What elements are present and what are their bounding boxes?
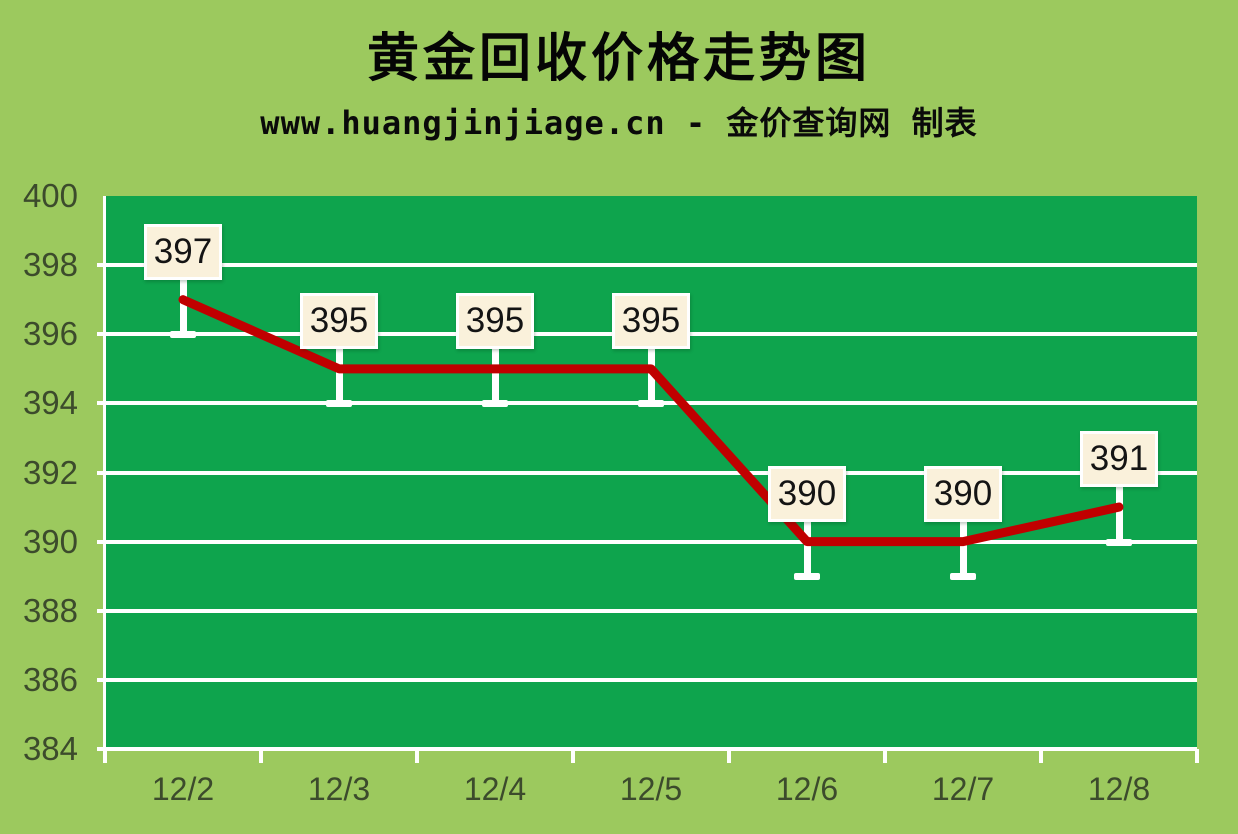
x-axis-label: 12/5	[619, 771, 683, 807]
y-axis-label: 398	[22, 246, 78, 284]
x-axis-label: 12/4	[463, 771, 527, 807]
x-axis-tick	[259, 749, 263, 763]
x-axis-label: 12/3	[307, 771, 371, 807]
x-axis-tick	[1039, 749, 1043, 763]
y-axis-label: 384	[22, 730, 78, 767]
y-axis-label: 386	[22, 660, 78, 698]
data-label: 390	[768, 465, 846, 522]
chart-title: 黄金回收价格走势图	[366, 31, 871, 88]
y-axis-label: 394	[22, 384, 78, 422]
label-callout-cap	[638, 400, 664, 408]
label-callout-cap	[794, 573, 820, 581]
x-axis-label: 12/2	[151, 771, 215, 807]
x-axis-label: 12/6	[775, 771, 839, 807]
y-axis-label: 400	[22, 177, 78, 214]
y-axis-line	[103, 196, 106, 753]
y-axis-label: 388	[22, 591, 78, 629]
x-axis-tick	[727, 749, 731, 763]
x-axis-tick	[1195, 749, 1199, 763]
y-axis-label: 392	[22, 453, 78, 491]
label-callout-cap	[950, 573, 976, 581]
gridline	[97, 263, 1197, 268]
data-label: 391	[1080, 431, 1158, 488]
data-label: 395	[612, 292, 690, 349]
x-axis-tick	[883, 749, 887, 763]
data-label: 395	[456, 292, 534, 349]
data-label: 390	[924, 465, 1002, 522]
gridline	[97, 470, 1197, 475]
price-line-path	[178, 295, 1124, 547]
x-axis-label: 12/8	[1087, 771, 1151, 807]
y-axis-label: 390	[22, 522, 78, 560]
gridline	[97, 677, 1197, 682]
x-axis-tick	[103, 749, 107, 763]
data-label: 397	[144, 223, 222, 280]
label-callout-cap	[482, 400, 508, 408]
gridline	[97, 608, 1197, 613]
data-label: 395	[300, 292, 378, 349]
x-axis-line	[97, 747, 1197, 751]
label-callout-cap	[170, 331, 196, 339]
x-axis-tick	[571, 749, 575, 763]
chart-subtitle: www.huangjinjiage.cn - 金价查询网 制表	[260, 104, 978, 142]
y-axis-label: 396	[22, 315, 78, 353]
x-axis-label: 12/7	[931, 771, 995, 807]
gridline	[97, 539, 1197, 544]
x-axis-tick	[415, 749, 419, 763]
label-callout-cap	[326, 400, 352, 408]
label-callout-cap	[1106, 538, 1132, 546]
